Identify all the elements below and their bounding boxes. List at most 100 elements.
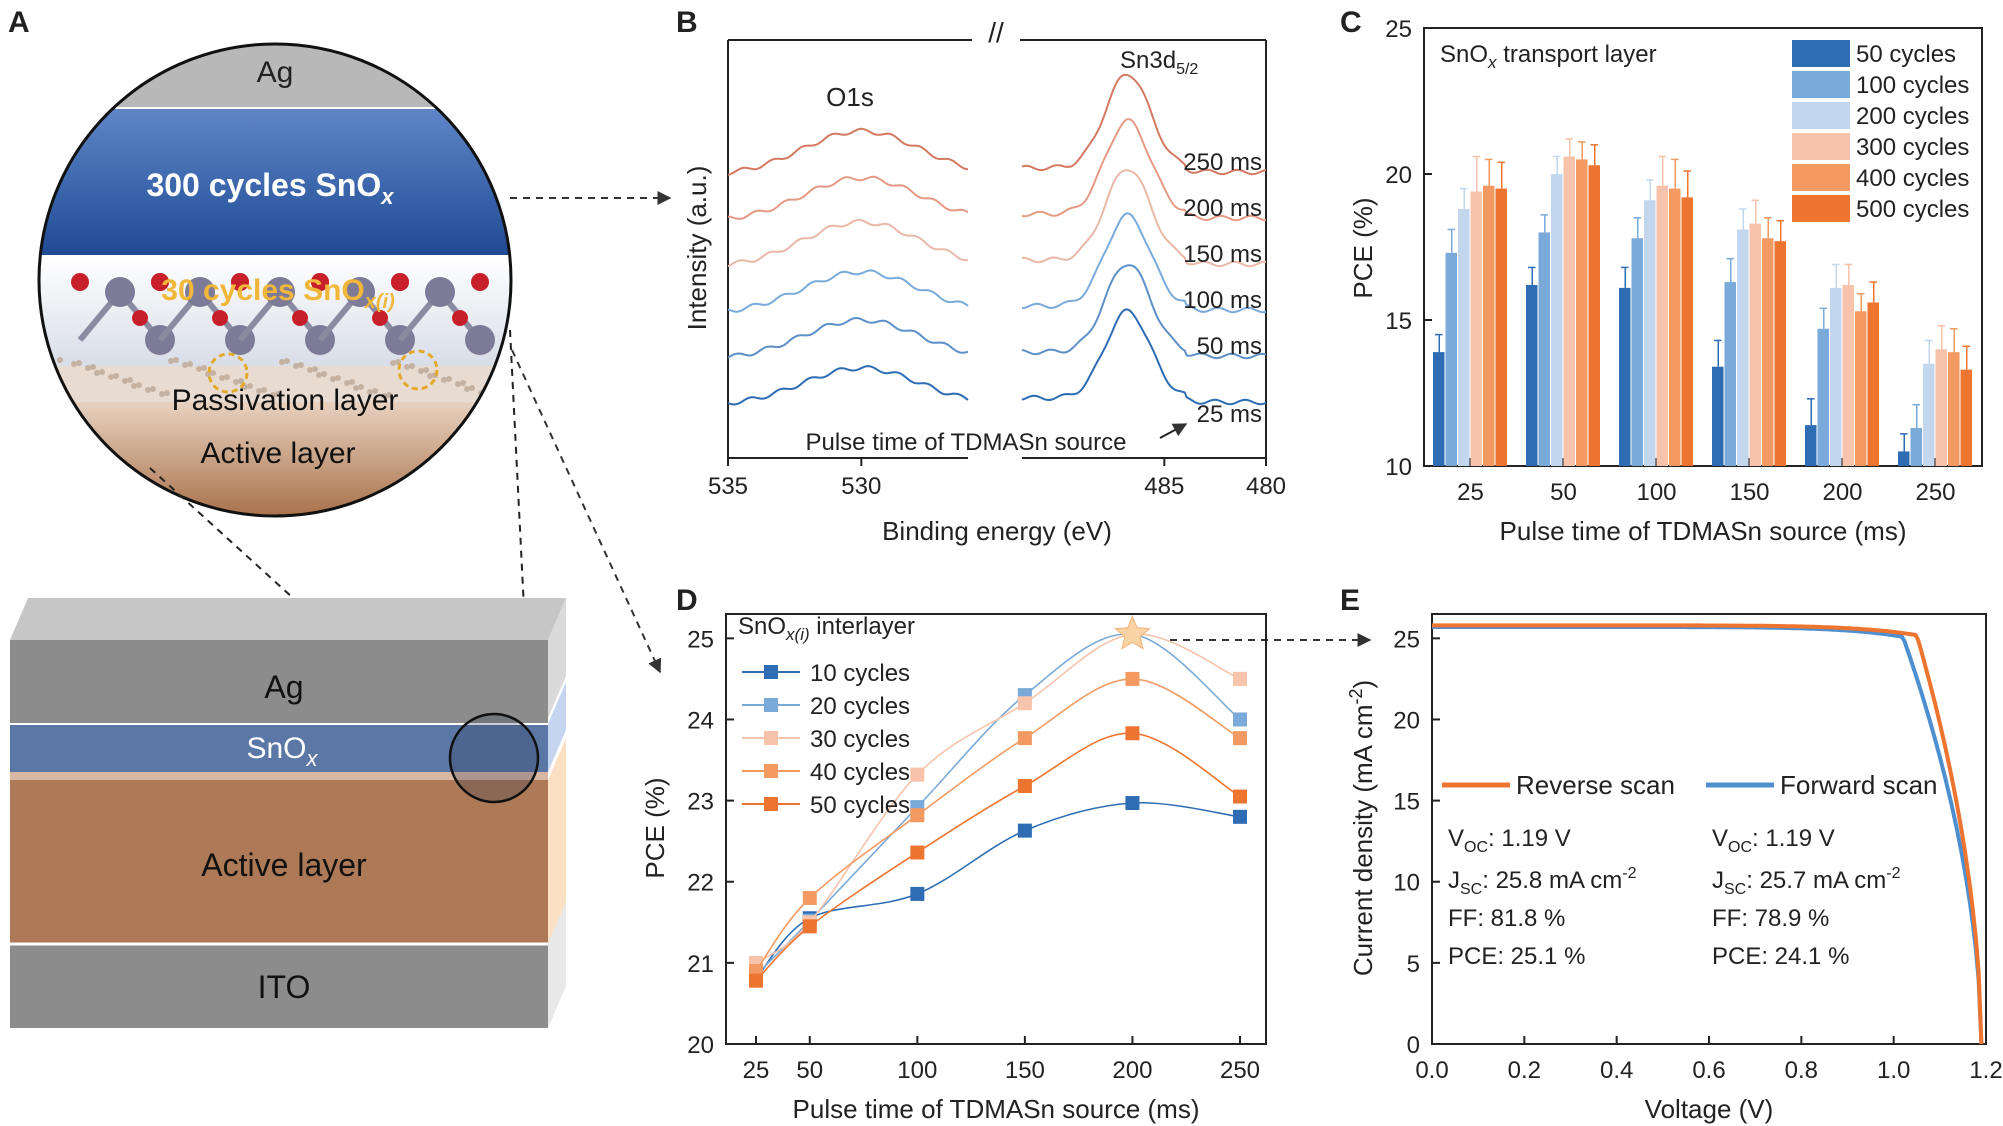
bar <box>1619 287 1631 466</box>
data-point <box>1233 731 1247 746</box>
sn-curve-50ms <box>1021 264 1267 360</box>
y-tick-label: 0 <box>1407 1032 1420 1059</box>
passivation-dot <box>358 384 364 390</box>
passivation-dot <box>284 358 290 364</box>
x-tick-label: 250 <box>1915 479 1955 506</box>
data-point <box>1125 796 1140 811</box>
passivation-dot <box>256 388 262 394</box>
passivation-dot <box>418 368 424 374</box>
y-tick-label: 15 <box>1393 789 1420 816</box>
passivation-dot <box>247 383 253 389</box>
x-tick-label: 100 <box>1636 479 1676 506</box>
panel-label-d: D <box>676 584 698 617</box>
bar <box>1842 284 1854 466</box>
circle-active-label: Active layer <box>200 437 355 470</box>
panel-label-a: A <box>8 6 30 39</box>
passivation-dot <box>316 372 322 378</box>
legend-marker <box>764 665 778 679</box>
passivation-dot <box>335 375 341 381</box>
y-tick-label: 10 <box>1393 870 1420 897</box>
x-tick-label: 200 <box>1112 1057 1152 1084</box>
legend-swatch <box>1792 133 1850 160</box>
legend-swatch <box>1792 40 1850 67</box>
x-tick-label: 25 <box>743 1057 770 1084</box>
passivation-dot <box>90 364 96 370</box>
legend-swatch <box>1792 195 1850 222</box>
passivation-dot <box>381 393 387 399</box>
stack-sno-label: SnOx <box>246 732 318 771</box>
legend-label: 10 cycles <box>810 660 910 687</box>
passivation-dot <box>71 361 77 367</box>
passivation-dot <box>349 379 355 385</box>
legend-label: 20 cycles <box>810 693 910 720</box>
passivation-dot <box>150 386 156 392</box>
bar <box>1644 200 1656 466</box>
passivation-dot <box>85 365 91 371</box>
bar <box>1762 238 1774 466</box>
x-tick-label: 1.0 <box>1877 1057 1910 1084</box>
bar <box>1910 428 1922 466</box>
passivation-dot <box>275 391 281 397</box>
circle-ag-label: Ag <box>257 56 294 89</box>
passivation-dot <box>127 377 133 383</box>
x-tick-label: 535 <box>708 473 748 500</box>
stack-active-label: Active layer <box>201 847 367 883</box>
bar <box>1935 349 1947 466</box>
x-tick-label: 480 <box>1246 473 1286 500</box>
y-axis-title: Current density (mA cm-2) <box>1346 680 1378 976</box>
bar <box>1749 223 1761 466</box>
legend-marker <box>764 698 778 712</box>
panel-c-bar-chart: C 10 15 20 25 25 50 100 150 200 250 Pulse time of … <box>1340 6 1983 546</box>
o1s-curve-100ms <box>727 269 969 313</box>
passivation-dot <box>168 358 174 364</box>
sn-atom <box>265 277 295 307</box>
bar <box>1855 311 1867 466</box>
data-point <box>1125 726 1140 741</box>
data-point <box>1125 671 1140 686</box>
passivation-dot <box>131 383 137 389</box>
sn-curve-25ms <box>1021 308 1267 406</box>
bar <box>1960 369 1972 466</box>
panel-d-line-chart: D 20 21 22 23 24 25 25 50 100 150 200 250 Pulse time… <box>640 584 1267 1124</box>
data-point <box>910 886 925 901</box>
data-point <box>749 973 763 988</box>
x-axis-title: Binding energy (eV) <box>882 516 1112 546</box>
x-tick-label: 150 <box>1005 1057 1045 1084</box>
legend-marker <box>764 764 778 778</box>
passivation-dot <box>57 357 63 363</box>
x-tick-label: 250 <box>1220 1057 1260 1084</box>
bar <box>1458 209 1470 467</box>
legend-label: 30 cycles <box>810 726 910 753</box>
y-tick-label: 24 <box>687 707 714 734</box>
metric-ff: FF: 78.9 % <box>1712 905 1829 932</box>
passivation-dot <box>367 389 373 395</box>
metric-jsc: JSC: 25.7 mA cm-2 <box>1712 865 1901 898</box>
passivation-dot <box>460 380 466 386</box>
legend-label: 50 cycles <box>1856 41 1956 68</box>
o-atom <box>132 310 148 326</box>
legend-swatch <box>1792 164 1850 191</box>
o-atom <box>391 273 409 291</box>
bar <box>1433 352 1445 466</box>
x-tick-label: 0.2 <box>1508 1057 1541 1084</box>
bar <box>1817 328 1829 466</box>
bar <box>1588 165 1600 467</box>
sn-atom <box>345 277 375 307</box>
sn-atom <box>465 325 495 355</box>
sn-curve-100ms <box>1021 212 1267 314</box>
series-label: 50 ms <box>1197 333 1262 360</box>
passivation-dot <box>404 364 410 370</box>
y-axis-title: PCE (%) <box>1348 197 1378 298</box>
active-layer-side <box>548 738 566 944</box>
o-atom <box>212 310 228 326</box>
panel-label-b: B <box>676 6 698 39</box>
y-tick-label: 21 <box>687 951 714 978</box>
data-point <box>1017 696 1032 711</box>
passivation-dot <box>441 377 447 383</box>
jv-curve <box>1432 623 1984 1045</box>
x-tick-label: 1.2 <box>1969 1057 2002 1084</box>
x-tick-label: 0.8 <box>1785 1057 1818 1084</box>
chart-title: SnOx(i) interlayer <box>738 613 915 644</box>
o1s-curve-200ms <box>727 175 969 220</box>
passivation-dot <box>427 373 433 379</box>
